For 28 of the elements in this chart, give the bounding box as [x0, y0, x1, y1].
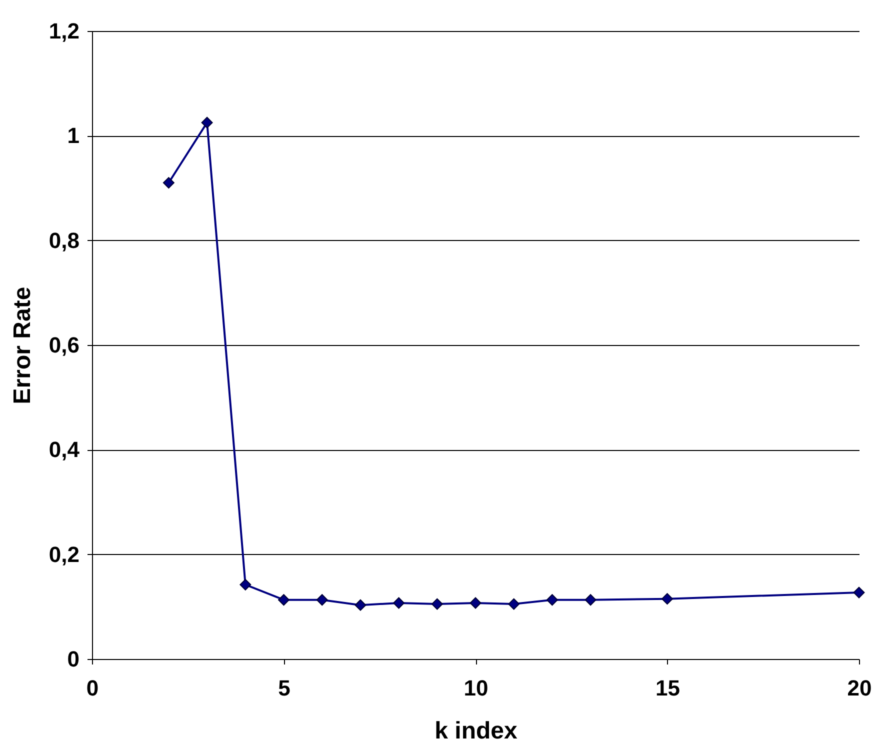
point	[431, 598, 443, 610]
y-tick-label: 1,2	[48, 18, 80, 44]
x-axis-title: k index	[434, 718, 518, 744]
point	[278, 594, 290, 606]
point	[201, 116, 213, 128]
y-tick-label: 0,8	[48, 228, 80, 253]
point	[393, 597, 405, 609]
y-tick-label: 0,2	[48, 542, 80, 567]
x-tick-label: 0	[86, 676, 99, 700]
point	[470, 597, 482, 609]
y-axis-title: Error Rate	[8, 286, 36, 404]
point	[662, 593, 673, 605]
point	[316, 594, 328, 606]
point	[240, 578, 252, 590]
x-tick-label: 10	[464, 676, 488, 700]
y-tick-label: 0,4	[48, 437, 80, 462]
x-tick-label: 20	[847, 676, 872, 700]
point	[354, 599, 366, 611]
y-tick-label: 0	[67, 646, 80, 672]
x-tick-label: 5	[278, 676, 290, 700]
point	[546, 594, 558, 606]
point	[508, 598, 520, 610]
point	[853, 586, 865, 598]
y-tick-label: 1	[67, 123, 80, 148]
x-tick-label: 15	[656, 676, 680, 700]
point	[584, 594, 596, 606]
y-tick-label: 0,6	[48, 332, 80, 358]
point	[162, 177, 174, 189]
